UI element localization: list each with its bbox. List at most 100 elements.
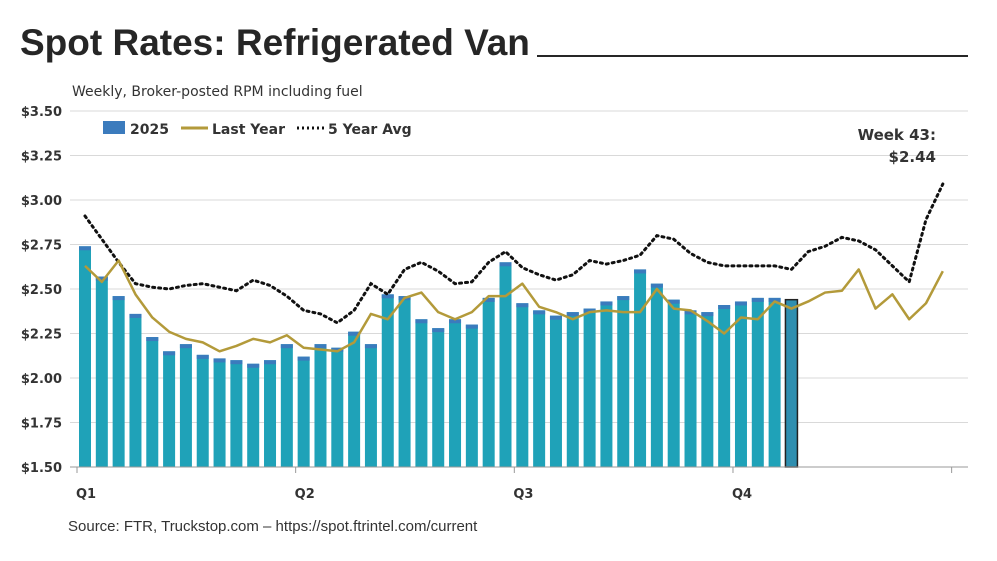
bar-2025-top (348, 331, 361, 336)
bar-2025-top (95, 276, 108, 281)
bar-2025-top (314, 344, 327, 349)
bar-2025 (331, 347, 344, 467)
bar-2025-top (415, 319, 428, 324)
bar-2025 (516, 303, 529, 467)
y-tick-label: $1.75 (21, 417, 62, 432)
legend-label-2025: 2025 (130, 122, 169, 138)
bar-2025-top (499, 262, 512, 267)
x-tick-label: Q4 (732, 487, 752, 502)
bar-2025-top (163, 351, 176, 356)
bar-2025-top (533, 310, 546, 315)
bar-2025 (533, 310, 546, 467)
bar-2025-top (280, 344, 293, 349)
bar-2025-top (381, 294, 394, 299)
x-tick-label: Q3 (513, 487, 533, 502)
bar-2025 (718, 305, 731, 467)
bar-2025 (348, 331, 361, 467)
legend-swatch-2025 (103, 121, 125, 134)
bar-2025-top (297, 356, 310, 361)
y-tick-label: $2.50 (21, 283, 62, 298)
bar-2025-top (179, 344, 192, 349)
bar-2025 (247, 363, 260, 467)
bar-2025 (230, 360, 243, 467)
bar-2025 (449, 319, 462, 467)
line-last-year (84, 259, 944, 353)
bar-2025-top (264, 360, 277, 365)
bar-2025-top (701, 312, 714, 317)
bar-2025 (415, 319, 428, 467)
bar-2025-top (196, 354, 209, 359)
bar-2025-top (634, 269, 647, 274)
bar-2025-top (516, 303, 529, 308)
bar-2025 (381, 294, 394, 467)
bar-2025 (196, 354, 209, 467)
x-tick-label: Q2 (295, 487, 315, 502)
bar-2025-top (129, 313, 142, 318)
bar-2025 (667, 299, 680, 467)
y-tick-label: $3.00 (21, 194, 62, 209)
bar-2025 (280, 344, 293, 467)
bar-2025-top (718, 305, 731, 310)
bar-2025 (617, 296, 630, 467)
bar-2025-top (751, 297, 764, 302)
legend-label-5yr-avg: 5 Year Avg (328, 122, 412, 138)
line-5yr-avg (83, 182, 945, 325)
bar-2025 (634, 269, 647, 467)
bar-2025-top (600, 301, 613, 306)
bar-2025-top (684, 310, 697, 315)
bar-2025-top (331, 347, 344, 352)
chart-title: Spot Rates: Refrigerated Van (20, 22, 530, 63)
bar-2025 (95, 276, 108, 467)
bar-2025 (701, 312, 714, 467)
bar-2025 (734, 301, 747, 467)
bar-2025-top (566, 312, 579, 317)
bar-2025-top (364, 344, 377, 349)
bar-2025 (549, 315, 562, 467)
bar-2025 (600, 301, 613, 467)
bar-2025 (566, 312, 579, 467)
title-rule (537, 55, 968, 57)
bar-2025-top (768, 297, 781, 302)
bar-2025-top (112, 296, 125, 301)
bar-2025 (784, 298, 799, 468)
bar-2025 (583, 308, 596, 467)
bar-2025 (684, 310, 697, 467)
bar-2025 (129, 313, 142, 467)
bar-2025 (768, 297, 781, 467)
bar-2025 (146, 337, 159, 467)
bar-2025-top (449, 319, 462, 324)
bar-2025 (314, 344, 327, 467)
y-tick-label: $2.75 (21, 239, 62, 254)
y-tick-label: $3.50 (21, 105, 62, 120)
bar-2025 (465, 324, 478, 467)
annotation-value: $2.44 (889, 148, 936, 166)
bar-2025-top (432, 328, 445, 333)
bar-2025-top (146, 337, 159, 342)
bar-2025 (432, 328, 445, 467)
bar-2025-top (650, 283, 663, 288)
bar-2025-top (617, 296, 630, 301)
bar-2025-top (667, 299, 680, 304)
annotation-week: Week 43: (858, 126, 936, 144)
chart-subtitle: Weekly, Broker-posted RPM including fuel (72, 84, 363, 100)
bar-2025 (650, 283, 663, 467)
bar-2025 (364, 344, 377, 467)
bar-2025 (79, 246, 91, 467)
bar-2025-top (247, 363, 260, 368)
source-note: Source: FTR, Truckstop.com – https://spo… (68, 518, 478, 535)
x-tick-label: Q1 (76, 487, 96, 502)
bar-2025-top (583, 308, 596, 313)
y-tick-label: $1.50 (21, 461, 62, 476)
legend-label-last-year: Last Year (212, 122, 285, 138)
legend: 2025 Last Year 5 Year Avg (103, 121, 412, 138)
bar-2025-top (549, 315, 562, 320)
y-tick-label: $2.25 (21, 328, 62, 343)
bar-2025 (482, 297, 495, 467)
bar-2025-top (79, 246, 91, 251)
bar-2025-top (230, 360, 243, 365)
y-tick-label: $3.25 (21, 150, 62, 165)
bar-2025 (398, 296, 411, 467)
bar-2025 (213, 358, 226, 467)
bar-2025 (163, 351, 176, 467)
